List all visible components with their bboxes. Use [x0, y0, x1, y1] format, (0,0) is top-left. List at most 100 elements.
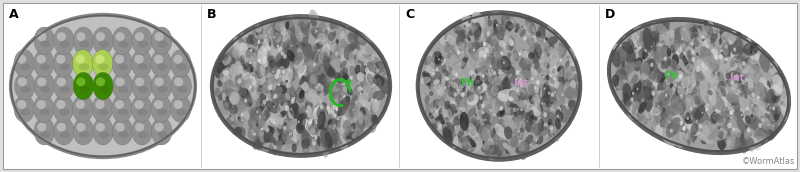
Ellipse shape [494, 152, 497, 154]
Ellipse shape [717, 128, 727, 141]
Ellipse shape [329, 64, 335, 70]
Ellipse shape [229, 57, 236, 67]
Ellipse shape [486, 120, 494, 130]
Ellipse shape [724, 59, 727, 64]
Ellipse shape [622, 83, 633, 107]
Ellipse shape [713, 123, 725, 143]
Ellipse shape [681, 129, 693, 142]
Ellipse shape [655, 21, 670, 37]
Ellipse shape [664, 40, 670, 48]
Ellipse shape [732, 49, 742, 56]
Ellipse shape [485, 111, 487, 115]
Ellipse shape [630, 105, 641, 116]
Ellipse shape [60, 41, 70, 48]
Ellipse shape [355, 99, 366, 109]
Ellipse shape [430, 80, 434, 87]
Ellipse shape [279, 22, 285, 29]
Ellipse shape [748, 103, 754, 108]
Ellipse shape [468, 145, 475, 150]
Ellipse shape [680, 125, 683, 130]
Ellipse shape [763, 113, 770, 124]
Ellipse shape [481, 105, 483, 108]
Ellipse shape [773, 82, 775, 85]
Ellipse shape [131, 50, 152, 77]
Ellipse shape [459, 136, 466, 143]
Ellipse shape [553, 74, 558, 84]
Ellipse shape [768, 103, 770, 105]
Ellipse shape [729, 106, 738, 117]
Ellipse shape [720, 127, 725, 136]
Ellipse shape [700, 24, 718, 40]
Ellipse shape [512, 98, 514, 101]
Ellipse shape [526, 120, 528, 122]
Ellipse shape [40, 86, 50, 93]
Ellipse shape [724, 132, 730, 145]
Ellipse shape [491, 31, 497, 36]
Ellipse shape [631, 74, 638, 84]
Ellipse shape [726, 69, 734, 82]
Ellipse shape [434, 73, 438, 77]
Ellipse shape [112, 50, 132, 77]
Ellipse shape [338, 141, 342, 144]
Ellipse shape [662, 84, 663, 87]
Ellipse shape [425, 107, 430, 112]
Ellipse shape [728, 136, 733, 143]
Ellipse shape [725, 57, 728, 61]
Ellipse shape [270, 135, 274, 143]
Ellipse shape [471, 42, 474, 47]
Ellipse shape [483, 94, 486, 99]
Ellipse shape [518, 49, 521, 53]
Ellipse shape [717, 134, 722, 141]
Ellipse shape [678, 92, 682, 97]
Ellipse shape [328, 110, 331, 114]
Ellipse shape [754, 109, 763, 122]
Ellipse shape [486, 100, 492, 108]
Ellipse shape [502, 142, 510, 149]
Ellipse shape [328, 132, 340, 150]
Ellipse shape [308, 120, 312, 126]
Ellipse shape [353, 121, 355, 125]
Ellipse shape [266, 126, 271, 132]
Ellipse shape [615, 58, 626, 72]
Ellipse shape [701, 79, 708, 97]
Ellipse shape [450, 57, 457, 61]
Ellipse shape [495, 80, 499, 83]
Ellipse shape [296, 52, 303, 62]
Ellipse shape [240, 78, 249, 96]
Ellipse shape [483, 90, 491, 102]
Ellipse shape [250, 111, 253, 114]
Ellipse shape [650, 112, 654, 115]
Ellipse shape [741, 64, 757, 78]
Ellipse shape [660, 22, 667, 32]
Ellipse shape [550, 125, 553, 131]
Ellipse shape [323, 85, 329, 94]
Ellipse shape [732, 127, 738, 137]
Ellipse shape [673, 31, 680, 40]
Ellipse shape [234, 106, 237, 110]
Ellipse shape [651, 64, 659, 75]
Ellipse shape [460, 137, 463, 143]
Ellipse shape [498, 89, 515, 102]
Ellipse shape [682, 43, 686, 48]
Ellipse shape [728, 119, 738, 127]
Ellipse shape [115, 32, 125, 41]
Ellipse shape [490, 85, 492, 88]
Ellipse shape [726, 136, 729, 139]
Ellipse shape [528, 110, 534, 122]
Ellipse shape [495, 46, 503, 58]
Ellipse shape [658, 72, 666, 80]
Ellipse shape [662, 85, 676, 109]
Ellipse shape [530, 67, 538, 76]
Ellipse shape [678, 27, 686, 46]
Ellipse shape [744, 82, 754, 95]
Ellipse shape [279, 63, 285, 70]
Ellipse shape [310, 116, 314, 120]
Ellipse shape [317, 132, 325, 138]
Ellipse shape [706, 45, 709, 48]
Ellipse shape [279, 41, 286, 53]
Ellipse shape [309, 44, 311, 47]
Ellipse shape [528, 130, 534, 137]
Ellipse shape [465, 119, 470, 126]
Ellipse shape [626, 87, 629, 93]
Ellipse shape [480, 71, 488, 82]
